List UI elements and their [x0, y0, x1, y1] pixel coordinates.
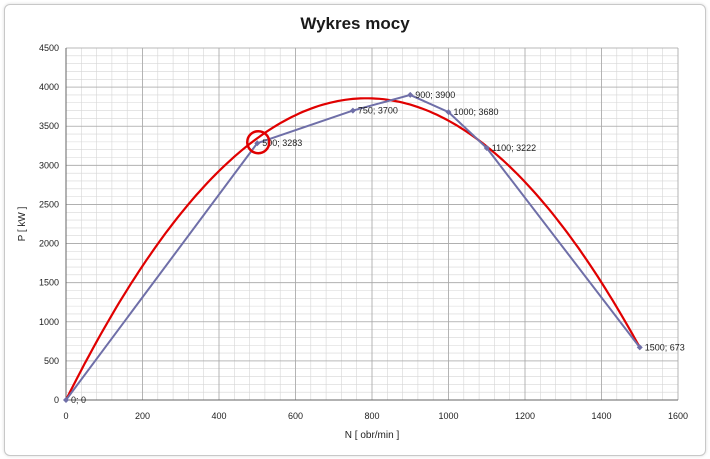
- annotation: [246, 129, 271, 155]
- y-tick-label: 0: [54, 395, 59, 405]
- chart-title: Wykres mocy: [300, 14, 410, 33]
- data-label: 1000; 3680: [454, 107, 499, 117]
- axes: [65, 48, 678, 401]
- y-tick-label: 1000: [39, 317, 59, 327]
- series-line: [63, 91, 643, 403]
- x-tick-label: 800: [364, 411, 379, 421]
- trendline: [65, 97, 641, 401]
- data-point-marker: [254, 140, 261, 147]
- x-tick-label: 1200: [515, 411, 535, 421]
- x-tick-label: 1600: [668, 411, 688, 421]
- data-point-marker: [445, 109, 452, 116]
- y-tick-label: 500: [44, 356, 59, 366]
- x-tick-label: 200: [135, 411, 150, 421]
- x-tick-label: 0: [63, 411, 68, 421]
- x-tick-label: 400: [211, 411, 226, 421]
- tick-labels: 0 200 400 600 800 1000 1200 1400 1600 0 500 1000 150…: [39, 43, 688, 421]
- y-tick-label: 3000: [39, 160, 59, 170]
- data-label: 0; 0: [71, 395, 86, 405]
- x-tick-label: 600: [288, 411, 303, 421]
- y-tick-label: 3500: [39, 121, 59, 131]
- data-point-marker: [483, 144, 490, 151]
- x-tick-label: 1000: [438, 411, 458, 421]
- annotation-circle: [246, 129, 271, 155]
- data-label: 1500; 673: [645, 342, 685, 352]
- data-label: 750; 3700: [358, 106, 398, 116]
- y-tick-label: 2500: [39, 199, 59, 209]
- data-label: 500; 3283: [262, 138, 302, 148]
- y-tick-label: 2000: [39, 239, 59, 249]
- series-polyline: [65, 93, 641, 401]
- data-labels: 0; 0 500; 3283 750; 3700 900; 3900 1000; 368…: [71, 90, 685, 405]
- data-label: 900; 3900: [415, 90, 455, 100]
- trendline-curve: [65, 97, 641, 401]
- data-label: 1100; 3222: [492, 143, 536, 153]
- y-tick-label: 1500: [39, 278, 59, 288]
- y-axis-label: P [ kW ]: [17, 206, 28, 241]
- data-point-marker: [63, 397, 69, 403]
- data-point-marker: [636, 344, 643, 351]
- x-tick-label: 1400: [591, 411, 611, 421]
- y-tick-label: 4500: [39, 43, 59, 53]
- y-tick-label: 4000: [39, 82, 59, 92]
- x-axis-label: N [ obr/min ]: [345, 430, 400, 441]
- data-point-marker: [407, 91, 414, 98]
- data-point-marker: [349, 107, 356, 114]
